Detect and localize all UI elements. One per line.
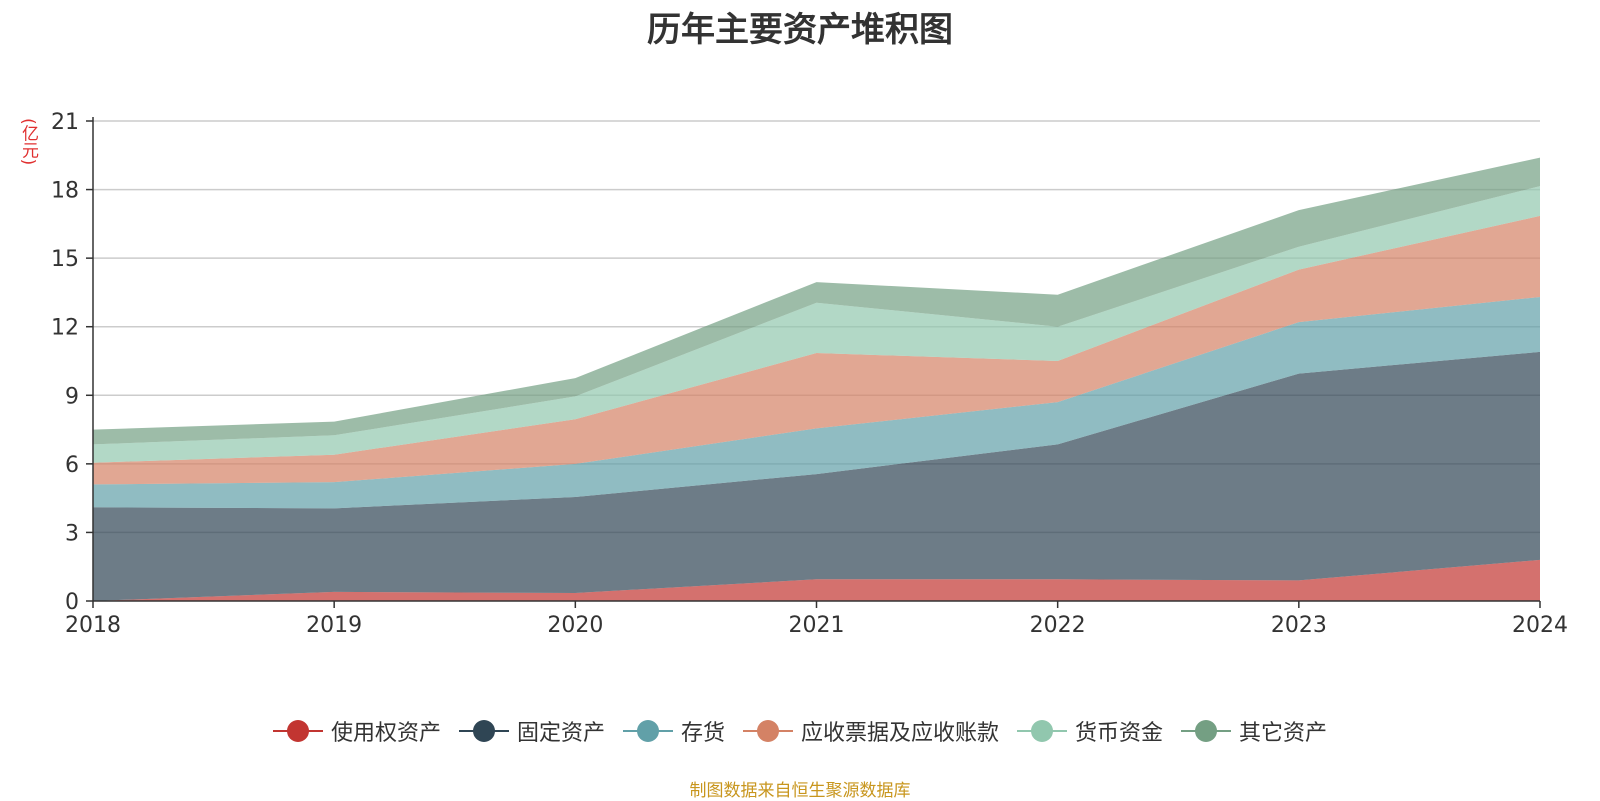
x-tick-label: 2024	[1512, 613, 1568, 638]
legend-label: 应收票据及应收账款	[801, 721, 1000, 746]
x-tick-label: 2023	[1271, 613, 1327, 638]
y-tick-label: 15	[51, 247, 79, 272]
area-series-6	[93, 157, 1540, 445]
legend-item-5[interactable]: 货币资金	[1017, 715, 1163, 747]
legend-marker-icon	[1017, 720, 1068, 742]
data-source-note: 制图数据来自恒生聚源数据库	[689, 781, 911, 801]
legend-item-1[interactable]: 使用权资产	[272, 715, 441, 747]
legend-item-4[interactable]: 应收票据及应收账款	[743, 715, 999, 747]
x-tick-label: 2022	[1030, 613, 1086, 638]
legend-item-3[interactable]: 存货	[622, 715, 725, 747]
area-series-5	[93, 186, 1540, 463]
y-axis-unit-label: (亿元)	[18, 118, 38, 166]
legend-label: 货币资金	[1075, 721, 1164, 746]
legend-item-6[interactable]: 其它资产	[1181, 715, 1327, 747]
legend-label: 其它资产	[1239, 721, 1328, 746]
legend-marker-icon	[1181, 720, 1232, 742]
legend-label: 存货	[680, 721, 725, 746]
y-tick-label: 12	[51, 316, 79, 341]
y-tick-label: 9	[65, 384, 79, 409]
y-tick-label: 6	[65, 453, 79, 478]
area-series-3	[93, 297, 1540, 509]
legend-marker-icon	[458, 720, 509, 742]
y-tick-label: 3	[65, 521, 79, 546]
area-series	[93, 157, 1540, 601]
legend-label: 使用权资产	[330, 721, 441, 746]
legend-marker-icon	[743, 720, 793, 742]
y-tick-label: 18	[51, 179, 79, 204]
x-tick-label: 2020	[547, 613, 603, 638]
x-tick-label: 2018	[65, 613, 121, 638]
x-tick-label: 2019	[306, 613, 362, 638]
legend-item-2[interactable]: 固定资产	[458, 715, 605, 747]
y-tick-label: 21	[51, 110, 79, 135]
area-series-2	[93, 351, 1540, 601]
legend-label: 固定资产	[516, 721, 605, 746]
legend-marker-icon	[272, 720, 323, 742]
legend: 使用权资产 固定资产 存货 应收票据及应收账款 货币资金 其它资产	[0, 715, 1600, 747]
chart-title: 历年主要资产堆积图	[647, 10, 953, 50]
x-tick-label: 2021	[789, 613, 845, 638]
legend-marker-icon	[622, 720, 673, 742]
area-series-1	[93, 559, 1540, 601]
axes: 0 3 6 9 12 15 18 21 2018 2019 2020 2021 2022 2023 2024	[51, 110, 1568, 638]
y-tick-label: 0	[65, 590, 79, 615]
